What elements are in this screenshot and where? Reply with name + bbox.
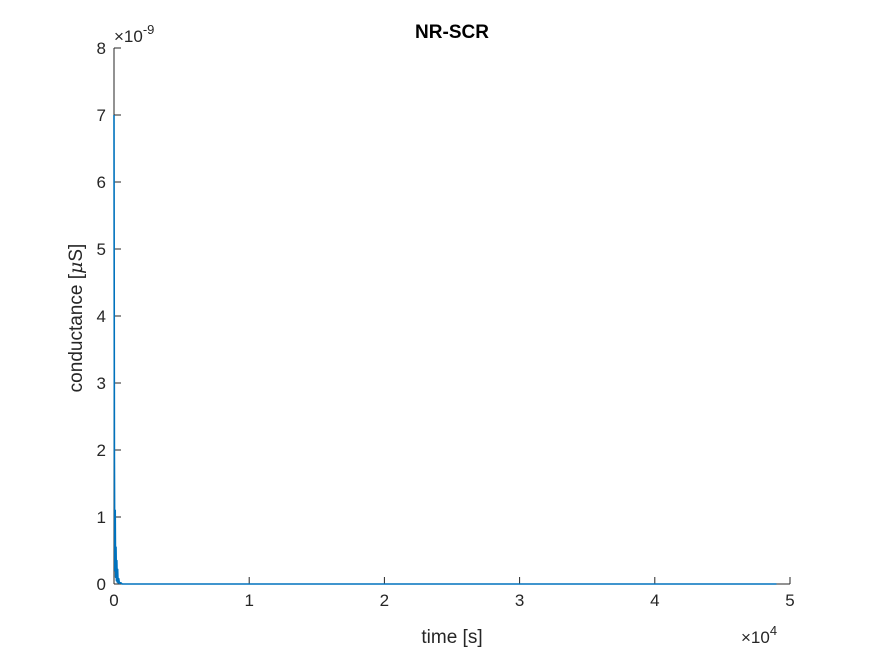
x-axis-label: time [s] [421,627,482,648]
x-tick-label: 0 [109,591,118,610]
y-tick-label: 6 [97,173,106,192]
x-tick-label: 1 [244,591,253,610]
y-tick-label: 7 [97,106,106,125]
x-axis-multiplier: ×104 [741,623,777,647]
y-tick-label: 4 [97,307,106,326]
y-tick-label: 0 [97,575,106,594]
x-axis-ticks: 0 1 2 3 4 5 [109,577,795,610]
chart-title: NR-SCR [415,22,489,43]
axes-box [113,48,790,585]
y-multiplier-base: ×10 [114,27,143,46]
x-multiplier-exponent: 4 [770,623,777,638]
y-tick-label: 5 [97,240,106,259]
x-tick-label: 3 [515,591,524,610]
y-axis-label-suffix: S] [66,244,87,262]
y-multiplier-exponent: -9 [143,22,155,37]
y-axis-label: conductance [μS] [65,244,87,393]
x-tick-label: 5 [785,591,794,610]
x-tick-label: 2 [380,591,389,610]
y-axis-label-prefix: conductance [ [66,273,87,392]
y-axis-label-mu: μ [65,262,87,274]
y-tick-label: 1 [97,508,106,527]
y-tick-label: 2 [97,441,106,460]
x-tick-label: 4 [650,591,659,610]
y-axis-multiplier: ×10-9 [114,22,154,46]
y-axis-ticks: 0 1 2 3 4 5 6 7 8 [97,39,121,594]
series-line [113,114,777,585]
x-multiplier-base: ×10 [741,628,770,647]
y-tick-label: 8 [97,39,106,58]
series-group [113,114,777,585]
y-tick-label: 3 [97,374,106,393]
